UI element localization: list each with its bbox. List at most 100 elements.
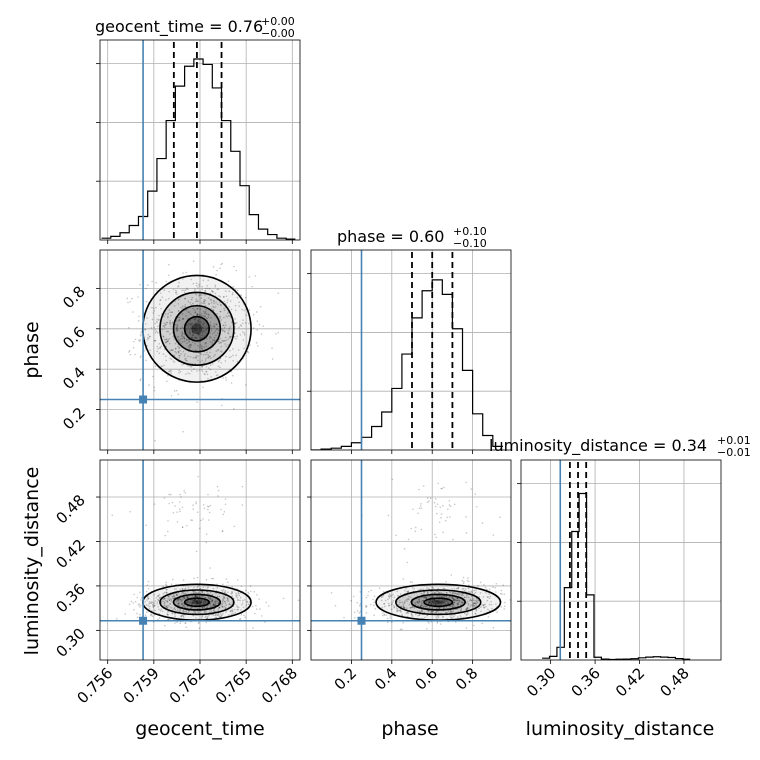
scatter-point <box>203 312 206 314</box>
scatter-point <box>418 614 421 616</box>
scatter-point <box>420 596 422 599</box>
scatter-point <box>145 359 147 362</box>
scatter-point <box>211 601 214 603</box>
scatter-point <box>475 588 477 591</box>
scatter-point <box>170 606 172 609</box>
scatter-point <box>168 599 171 601</box>
scatter-point <box>168 263 170 266</box>
scatter-point <box>426 627 428 630</box>
scatter-point <box>247 591 250 594</box>
scatter-point <box>452 606 454 608</box>
scatter-point <box>431 611 433 613</box>
scatter-point <box>258 598 261 600</box>
scatter-point <box>203 346 206 348</box>
scatter-point <box>182 615 184 617</box>
scatter-point <box>211 605 214 607</box>
scatter-point <box>192 614 195 617</box>
scatter-point <box>228 306 230 308</box>
scatter-point <box>222 296 225 298</box>
scatter-point <box>237 606 240 609</box>
scatter-point <box>154 339 157 342</box>
scatter-point <box>164 341 167 343</box>
scatter-point <box>197 287 199 289</box>
scatter-point <box>425 596 428 599</box>
scatter-point <box>194 337 197 339</box>
scatter-point <box>196 602 199 604</box>
scatter-point <box>173 354 175 357</box>
scatter-point <box>474 602 477 604</box>
scatter-point <box>191 323 193 325</box>
density-level <box>173 594 221 610</box>
scatter-point <box>440 603 443 606</box>
scatter-point <box>222 324 224 327</box>
scatter-point <box>201 617 203 620</box>
scatter-point <box>452 599 455 602</box>
scatter-point <box>429 601 431 604</box>
scatter-point <box>431 607 434 610</box>
scatter-point <box>169 342 171 345</box>
scatter-point <box>369 603 372 606</box>
scatter-point <box>403 607 406 609</box>
scatter-point <box>242 322 244 324</box>
scatter-point <box>195 327 197 329</box>
scatter-point <box>194 595 197 598</box>
scatter-point <box>198 599 201 602</box>
scatter-point <box>196 314 198 317</box>
scatter-point <box>463 612 466 615</box>
scatter-point <box>139 378 142 380</box>
scatter-point <box>197 332 199 334</box>
scatter-point <box>217 614 220 616</box>
scatter-point <box>163 602 166 604</box>
scatter-point <box>422 485 425 487</box>
scatter-point <box>225 604 228 606</box>
scatter-point <box>223 326 226 329</box>
scatter-point <box>465 596 468 598</box>
scatter-point <box>195 603 198 606</box>
scatter-point <box>207 279 210 282</box>
scatter-point <box>178 316 181 319</box>
scatter-point <box>173 594 176 597</box>
scatter-point <box>446 600 449 602</box>
scatter-point <box>462 576 465 579</box>
scatter-point <box>193 328 196 330</box>
scatter-point <box>198 332 200 335</box>
scatter-point <box>213 331 216 334</box>
scatter-point <box>201 366 203 368</box>
scatter-point <box>192 592 195 595</box>
scatter-point <box>433 599 435 601</box>
scatter-point <box>156 595 159 597</box>
scatter-point <box>175 289 177 292</box>
scatter-point <box>401 614 403 616</box>
scatter-point <box>148 335 151 338</box>
scatter-point <box>255 608 258 610</box>
scatter-point <box>403 607 406 610</box>
scatter-point <box>202 386 204 389</box>
scatter-point <box>194 290 196 292</box>
scatter-point <box>435 594 438 597</box>
scatter-point <box>194 311 197 313</box>
scatter-point <box>445 591 448 594</box>
scatter-point <box>145 604 148 606</box>
scatter-point <box>201 330 204 333</box>
scatter-point <box>151 318 154 321</box>
scatter-point <box>449 596 451 598</box>
scatter-point <box>205 533 208 535</box>
scatter-point <box>195 300 197 303</box>
title-geocent-time-plus: +0.00 <box>261 15 295 28</box>
scatter-point <box>219 310 222 313</box>
scatter-point <box>475 613 477 615</box>
scatter-point <box>217 303 219 306</box>
scatter-point <box>212 609 215 612</box>
scatter-point <box>466 600 469 603</box>
scatter-point <box>256 329 258 331</box>
scatter-point <box>225 611 227 614</box>
scatter-point <box>219 316 222 318</box>
scatter-point <box>151 609 153 612</box>
scatter-point <box>165 338 168 340</box>
scatter-point <box>158 593 161 596</box>
title-geocent-time: geocent_time = 0.76 <box>95 17 263 37</box>
scatter-point <box>189 313 192 315</box>
scatter-point <box>373 601 376 603</box>
scatter-point <box>503 593 506 595</box>
scatter-point <box>216 587 219 589</box>
